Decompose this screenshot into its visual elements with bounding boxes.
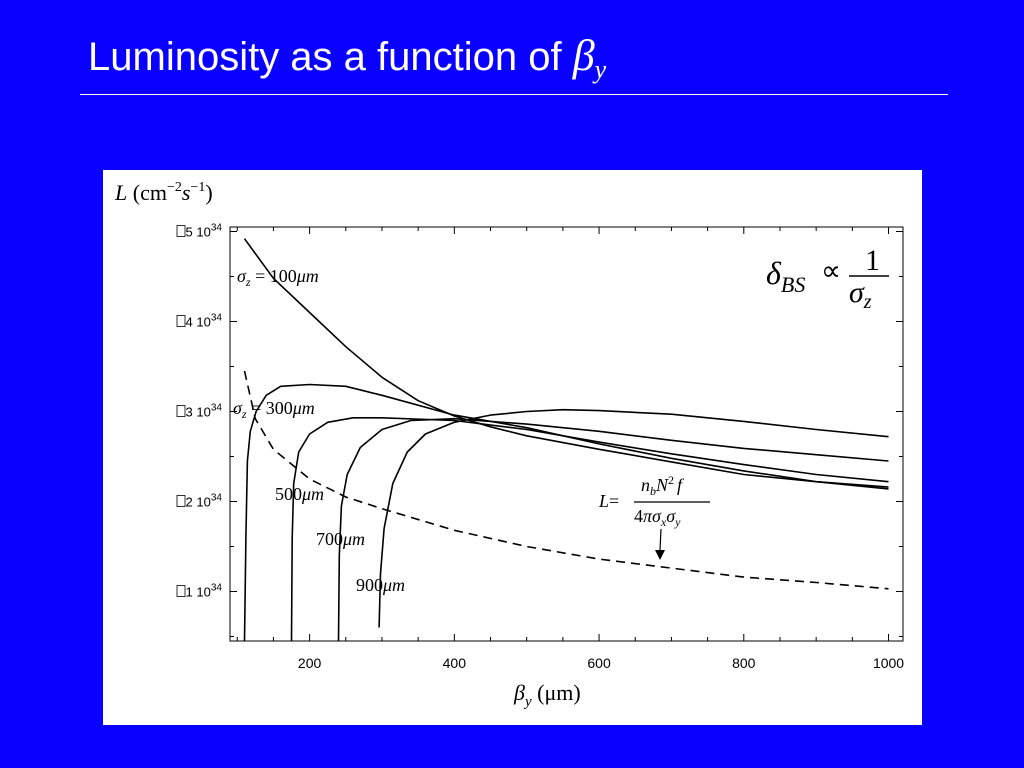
x-tick-label: 800 <box>732 655 756 671</box>
times-glyph-box <box>176 405 186 417</box>
times-glyph-box <box>176 315 186 327</box>
svg-text:1: 1 <box>865 244 880 277</box>
label-sigma-300: σz = 300μm <box>233 398 315 421</box>
x-tick-label: 200 <box>298 655 322 671</box>
beta-symbol: βy <box>572 31 607 84</box>
series-line-dashed-total <box>243 370 889 590</box>
x-tick-label: 400 <box>443 655 467 671</box>
svg-text:σz: σz <box>849 276 872 313</box>
x-tick-label: 1000 <box>873 655 904 671</box>
y-axis-label: L (cm−2s−1) <box>114 180 213 205</box>
svg-text:∝: ∝ <box>821 256 841 287</box>
svg-text:L=: L= <box>598 491 619 511</box>
series-group <box>243 238 889 641</box>
formula-arrow <box>659 528 662 551</box>
series-line-0 <box>243 238 889 488</box>
formula-arrowhead <box>655 550 665 560</box>
label-900um: 900μm <box>356 575 405 595</box>
series-line-1 <box>243 383 889 641</box>
x-axis-label: βy (μm) <box>513 680 581 710</box>
y-tick-label: 2 1034 <box>186 493 223 510</box>
svg-text:δBS: δBS <box>766 255 805 297</box>
chart-panel: L (cm−2s−1) 200 400 600 800 1000 1 1034 2 1034… <box>103 170 922 725</box>
y-tick-label: 4 1034 <box>186 313 223 330</box>
series-line-3 <box>337 417 889 641</box>
x-tick-label: 600 <box>587 655 611 671</box>
axes-group: 200 400 600 800 1000 1 1034 2 1034 3 1034 4 1034… <box>176 223 904 671</box>
times-glyph-box <box>176 585 186 597</box>
label-sigma-100: σz = 100μm <box>237 266 319 289</box>
times-glyph-box <box>176 225 186 237</box>
y-tick-label: 1 1034 <box>186 583 223 600</box>
times-glyph-box <box>176 495 186 507</box>
svg-text:4πσxσy: 4πσxσy <box>634 506 681 529</box>
label-500um: 500μm <box>275 484 324 504</box>
slide-title: Luminosity as a function of βy <box>88 30 606 85</box>
luminosity-chart: L (cm−2s−1) 200 400 600 800 1000 1 1034 2 1034… <box>114 180 904 710</box>
plot-frame <box>229 226 904 642</box>
y-tick-label: 3 1034 <box>186 403 223 420</box>
series-line-4 <box>378 408 889 628</box>
luminosity-formula: L= nbN2 f 4πσxσy <box>598 473 710 529</box>
beamstrahlung-formula: δBS ∝ 1 σz <box>766 244 889 313</box>
label-700um: 700μm <box>316 529 365 549</box>
slide-title-text: Luminosity as a function of <box>88 35 573 79</box>
title-divider <box>80 94 948 95</box>
series-line-2 <box>290 417 889 641</box>
y-tick-label: 5 1034 <box>186 223 223 240</box>
